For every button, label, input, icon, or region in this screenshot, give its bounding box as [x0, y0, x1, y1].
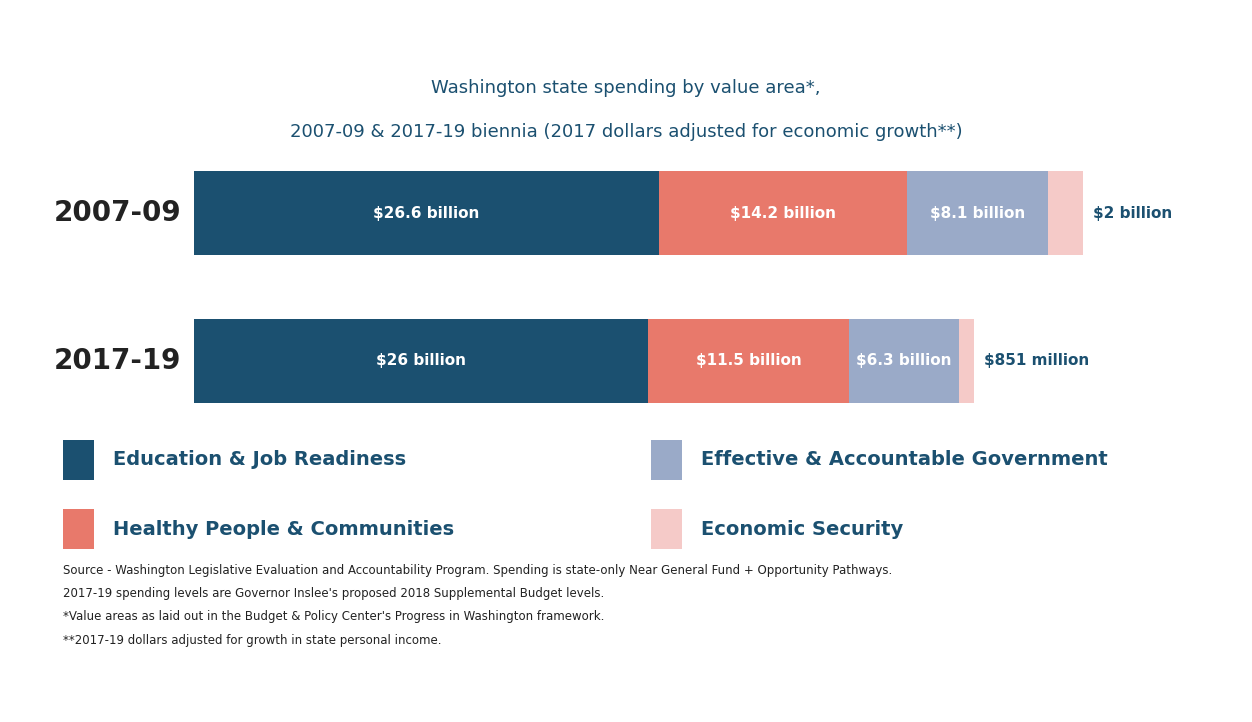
Text: $8.1 billion: $8.1 billion [930, 206, 1025, 221]
Text: Education & Job Readiness: Education & Job Readiness [113, 451, 406, 469]
Text: $26.6 billion: $26.6 billion [373, 206, 480, 221]
FancyBboxPatch shape [1048, 171, 1083, 256]
Text: $2 billion: $2 billion [1093, 206, 1172, 221]
FancyBboxPatch shape [651, 440, 682, 480]
Text: Source - Washington Legislative Evaluation and Accountability Program. Spending : Source - Washington Legislative Evaluati… [63, 563, 891, 577]
FancyBboxPatch shape [906, 171, 1048, 256]
Text: Economic Security: Economic Security [701, 520, 904, 539]
FancyBboxPatch shape [63, 440, 94, 480]
Text: $14.2 billion: $14.2 billion [730, 206, 835, 221]
FancyBboxPatch shape [649, 318, 849, 403]
Text: $6.3 billion: $6.3 billion [856, 353, 952, 368]
Text: 2007-09 & 2017-19 biennia (2017 dollars adjusted for economic growth**): 2007-09 & 2017-19 biennia (2017 dollars … [289, 123, 963, 141]
FancyBboxPatch shape [651, 509, 682, 549]
FancyBboxPatch shape [959, 318, 974, 403]
Text: Effective & Accountable Government: Effective & Accountable Government [701, 451, 1108, 469]
Text: State investments in all value areas are lower than they were a decade ago: State investments in all value areas are… [194, 21, 1058, 40]
FancyBboxPatch shape [659, 171, 906, 256]
FancyBboxPatch shape [194, 171, 659, 256]
Text: Washington state spending by value area*,: Washington state spending by value area*… [431, 79, 821, 97]
Text: **2017-19 dollars adjusted for growth in state personal income.: **2017-19 dollars adjusted for growth in… [63, 634, 441, 647]
Text: $851 million: $851 million [984, 353, 1089, 368]
FancyBboxPatch shape [194, 318, 649, 403]
Text: 2017-19 spending levels are Governor Inslee's proposed 2018 Supplemental Budget : 2017-19 spending levels are Governor Ins… [63, 587, 603, 600]
Text: $26 billion: $26 billion [376, 353, 466, 368]
Text: *Value areas as laid out in the Budget & Policy Center's Progress in Washington : *Value areas as laid out in the Budget &… [63, 610, 603, 624]
FancyBboxPatch shape [849, 318, 959, 403]
Text: 2007-09: 2007-09 [54, 199, 182, 227]
Text: 2017-19: 2017-19 [54, 347, 182, 375]
Text: Healthy People & Communities: Healthy People & Communities [113, 520, 453, 539]
FancyBboxPatch shape [63, 509, 94, 549]
Text: $11.5 billion: $11.5 billion [696, 353, 801, 368]
